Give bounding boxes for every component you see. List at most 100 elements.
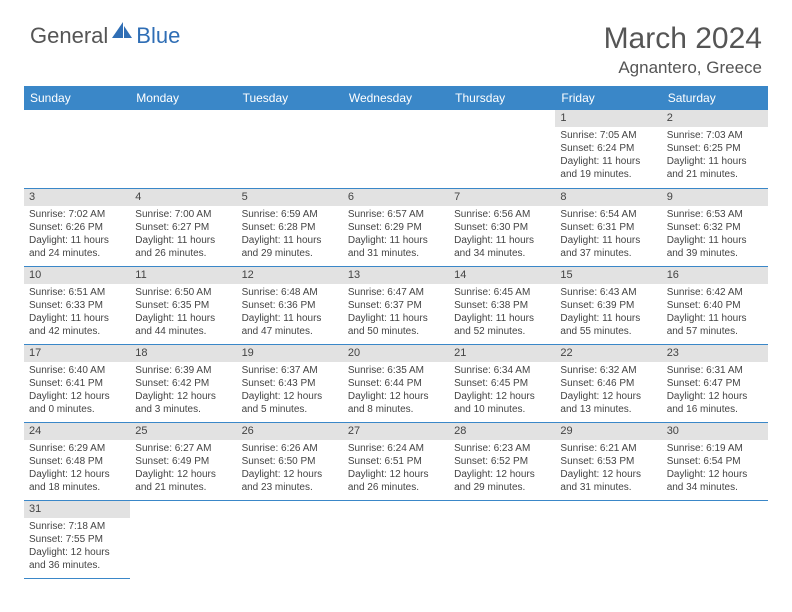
day-header: Monday xyxy=(130,86,236,110)
day-number: 5 xyxy=(237,189,343,206)
sunset-text: Sunset: 6:51 PM xyxy=(348,455,444,468)
calendar-cell: 7Sunrise: 6:56 AMSunset: 6:30 PMDaylight… xyxy=(449,188,555,266)
sunrise-text: Sunrise: 6:24 AM xyxy=(348,442,444,455)
day-info: Sunrise: 6:39 AMSunset: 6:42 PMDaylight:… xyxy=(130,362,236,419)
daylight-text: Daylight: 12 hours and 13 minutes. xyxy=(560,390,656,416)
day-info: Sunrise: 6:23 AMSunset: 6:52 PMDaylight:… xyxy=(449,440,555,497)
sunrise-text: Sunrise: 6:42 AM xyxy=(667,286,763,299)
day-header-row: Sunday Monday Tuesday Wednesday Thursday… xyxy=(24,86,768,110)
title-block: March 2024 Agnantero, Greece xyxy=(604,22,762,78)
sunset-text: Sunset: 6:45 PM xyxy=(454,377,550,390)
day-number: 28 xyxy=(449,423,555,440)
sunset-text: Sunset: 6:52 PM xyxy=(454,455,550,468)
calendar-row: 24Sunrise: 6:29 AMSunset: 6:48 PMDayligh… xyxy=(24,422,768,500)
daylight-text: Daylight: 12 hours and 0 minutes. xyxy=(29,390,125,416)
sunset-text: Sunset: 6:26 PM xyxy=(29,221,125,234)
calendar-cell: 17 Sunrise: 6:40 AMSunset: 6:41 PMDayligh… xyxy=(24,344,130,422)
daylight-text: Daylight: 12 hours and 29 minutes. xyxy=(454,468,550,494)
calendar-cell: 13Sunrise: 6:47 AMSunset: 6:37 PMDayligh… xyxy=(343,266,449,344)
calendar-cell: 22Sunrise: 6:32 AMSunset: 6:46 PMDayligh… xyxy=(555,344,661,422)
sunset-text: Sunset: 6:49 PM xyxy=(135,455,231,468)
daylight-text: Daylight: 11 hours and 34 minutes. xyxy=(454,234,550,260)
calendar-cell: 2Sunrise: 7:03 AMSunset: 6:25 PMDaylight… xyxy=(662,110,768,188)
sunset-text: Sunset: 6:37 PM xyxy=(348,299,444,312)
sunset-text: Sunset: 6:41 PM xyxy=(29,377,125,390)
sunset-text: Sunset: 6:32 PM xyxy=(667,221,763,234)
brand-text-blue: Blue xyxy=(136,23,180,49)
calendar-cell: 16Sunrise: 6:42 AMSunset: 6:40 PMDayligh… xyxy=(662,266,768,344)
day-number: 12 xyxy=(237,267,343,284)
day-info: Sunrise: 7:00 AMSunset: 6:27 PMDaylight:… xyxy=(130,206,236,263)
sunrise-text: Sunrise: 6:21 AM xyxy=(560,442,656,455)
calendar-cell: 25Sunrise: 6:27 AMSunset: 6:49 PMDayligh… xyxy=(130,422,236,500)
sunrise-text: Sunrise: 6:57 AM xyxy=(348,208,444,221)
day-info: Sunrise: 6:53 AMSunset: 6:32 PMDaylight:… xyxy=(662,206,768,263)
sunset-text: Sunset: 7:55 PM xyxy=(29,533,125,546)
day-info: Sunrise: 6:31 AMSunset: 6:47 PMDaylight:… xyxy=(662,362,768,419)
sunset-text: Sunset: 6:54 PM xyxy=(667,455,763,468)
sunrise-text: Sunrise: 6:45 AM xyxy=(454,286,550,299)
day-info: Sunrise: 6:32 AMSunset: 6:46 PMDaylight:… xyxy=(555,362,661,419)
calendar-cell: 27Sunrise: 6:24 AMSunset: 6:51 PMDayligh… xyxy=(343,422,449,500)
calendar-row: 1Sunrise: 7:05 AMSunset: 6:24 PMDaylight… xyxy=(24,110,768,188)
sunset-text: Sunset: 6:47 PM xyxy=(667,377,763,390)
calendar-cell: 12Sunrise: 6:48 AMSunset: 6:36 PMDayligh… xyxy=(237,266,343,344)
sunset-text: Sunset: 6:48 PM xyxy=(29,455,125,468)
location-label: Agnantero, Greece xyxy=(604,58,762,78)
day-number: 17 xyxy=(24,345,130,362)
sunrise-text: Sunrise: 6:40 AM xyxy=(29,364,125,377)
sunset-text: Sunset: 6:53 PM xyxy=(560,455,656,468)
calendar-cell xyxy=(555,500,661,578)
sunrise-text: Sunrise: 7:00 AM xyxy=(135,208,231,221)
daylight-text: Daylight: 11 hours and 44 minutes. xyxy=(135,312,231,338)
sunset-text: Sunset: 6:29 PM xyxy=(348,221,444,234)
sunset-text: Sunset: 6:50 PM xyxy=(242,455,338,468)
calendar-cell xyxy=(24,110,130,188)
day-number: 15 xyxy=(555,267,661,284)
day-info: Sunrise: 7:18 AMSunset: 7:55 PMDaylight:… xyxy=(24,518,130,575)
calendar-cell xyxy=(237,500,343,578)
sunrise-text: Sunrise: 6:29 AM xyxy=(29,442,125,455)
day-number: 30 xyxy=(662,423,768,440)
day-number: 21 xyxy=(449,345,555,362)
day-number: 1 xyxy=(555,110,661,127)
sunrise-text: Sunrise: 6:59 AM xyxy=(242,208,338,221)
brand-text-general: General xyxy=(30,23,108,49)
daylight-text: Daylight: 11 hours and 55 minutes. xyxy=(560,312,656,338)
sunset-text: Sunset: 6:42 PM xyxy=(135,377,231,390)
sail-icon xyxy=(112,22,134,45)
day-number: 27 xyxy=(343,423,449,440)
day-number: 14 xyxy=(449,267,555,284)
calendar-cell: 14 Sunrise: 6:45 AMSunset: 6:38 PMDayligh… xyxy=(449,266,555,344)
day-info: Sunrise: 6:29 AMSunset: 6:48 PMDaylight:… xyxy=(24,440,130,497)
daylight-text: Daylight: 11 hours and 52 minutes. xyxy=(454,312,550,338)
sunset-text: Sunset: 6:31 PM xyxy=(560,221,656,234)
daylight-text: Daylight: 12 hours and 5 minutes. xyxy=(242,390,338,416)
sunset-text: Sunset: 6:30 PM xyxy=(454,221,550,234)
calendar-cell xyxy=(130,110,236,188)
daylight-text: Daylight: 12 hours and 3 minutes. xyxy=(135,390,231,416)
daylight-text: Daylight: 12 hours and 18 minutes. xyxy=(29,468,125,494)
calendar-cell: 10Sunrise: 6:51 AMSunset: 6:33 PMDayligh… xyxy=(24,266,130,344)
sunset-text: Sunset: 6:27 PM xyxy=(135,221,231,234)
sunset-text: Sunset: 6:38 PM xyxy=(454,299,550,312)
day-number: 16 xyxy=(662,267,768,284)
sunrise-text: Sunrise: 6:27 AM xyxy=(135,442,231,455)
daylight-text: Daylight: 11 hours and 31 minutes. xyxy=(348,234,444,260)
daylight-text: Daylight: 11 hours and 57 minutes. xyxy=(667,312,763,338)
calendar-cell: 18Sunrise: 6:39 AMSunset: 6:42 PMDayligh… xyxy=(130,344,236,422)
sunset-text: Sunset: 6:36 PM xyxy=(242,299,338,312)
daylight-text: Daylight: 11 hours and 24 minutes. xyxy=(29,234,125,260)
day-info: Sunrise: 6:56 AMSunset: 6:30 PMDaylight:… xyxy=(449,206,555,263)
calendar-cell: 8Sunrise: 6:54 AMSunset: 6:31 PMDaylight… xyxy=(555,188,661,266)
calendar-cell xyxy=(343,500,449,578)
sunrise-text: Sunrise: 6:31 AM xyxy=(667,364,763,377)
sunrise-text: Sunrise: 6:50 AM xyxy=(135,286,231,299)
sunset-text: Sunset: 6:33 PM xyxy=(29,299,125,312)
sunset-text: Sunset: 6:35 PM xyxy=(135,299,231,312)
day-number: 25 xyxy=(130,423,236,440)
calendar-cell xyxy=(130,500,236,578)
day-info: Sunrise: 6:43 AMSunset: 6:39 PMDaylight:… xyxy=(555,284,661,341)
day-number: 24 xyxy=(24,423,130,440)
day-header: Tuesday xyxy=(237,86,343,110)
